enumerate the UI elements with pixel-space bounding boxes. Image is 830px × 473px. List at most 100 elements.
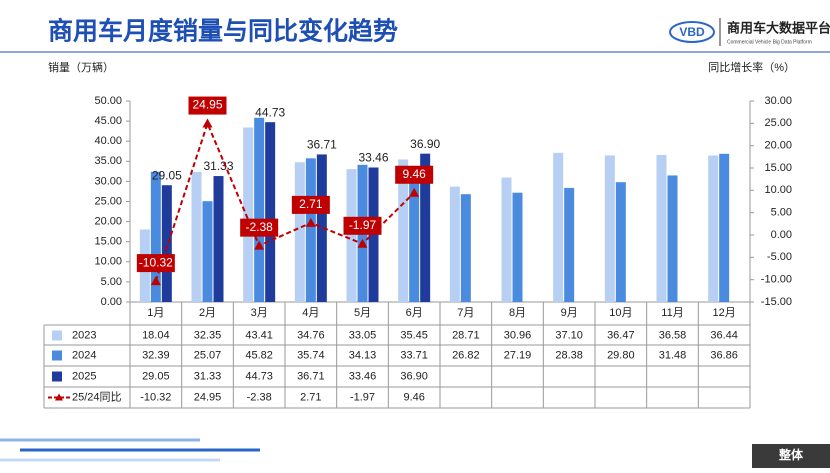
y-tick-label: 35.00 bbox=[94, 155, 122, 167]
line-value-label: -1.97 bbox=[349, 218, 377, 232]
y-tick-label: 30.00 bbox=[94, 175, 122, 187]
table-cell: 9.46 bbox=[403, 391, 424, 403]
y-axis-label: 销量（万辆） bbox=[48, 60, 114, 74]
table-cell: 31.48 bbox=[659, 349, 687, 361]
y2-tick-label: 30.00 bbox=[764, 95, 792, 107]
legend-swatch bbox=[52, 371, 62, 382]
line-marker bbox=[305, 217, 316, 227]
bar bbox=[604, 155, 615, 302]
table-cell: 44.73 bbox=[245, 370, 273, 382]
bar bbox=[409, 166, 420, 302]
line-label-box bbox=[343, 216, 382, 235]
bar bbox=[265, 122, 276, 303]
x-tick-label: 8月 bbox=[509, 307, 526, 319]
y-tick-label: 15.00 bbox=[94, 236, 122, 248]
legend-label: 2025 bbox=[72, 370, 96, 382]
table-cell: 2.71 bbox=[300, 391, 321, 403]
x-tick-label: 6月 bbox=[406, 307, 423, 319]
bar bbox=[449, 186, 460, 302]
bar bbox=[161, 185, 172, 302]
line-value-label: 9.46 bbox=[402, 167, 426, 181]
table-cell: 25.07 bbox=[194, 349, 222, 361]
table-cell: 27.19 bbox=[504, 349, 532, 361]
bar bbox=[667, 175, 678, 302]
x-tick-label: 4月 bbox=[302, 307, 319, 319]
bar bbox=[708, 155, 719, 302]
line-value-label: 24.95 bbox=[192, 98, 222, 112]
table-cell: -2.38 bbox=[247, 391, 272, 403]
legend-swatch bbox=[52, 350, 62, 361]
table-cell: 36.44 bbox=[710, 329, 738, 341]
bar bbox=[564, 187, 575, 302]
table-cell: 32.35 bbox=[194, 329, 222, 341]
bar bbox=[420, 153, 431, 302]
table-cell: 30.96 bbox=[504, 329, 532, 341]
line-value-label: -2.38 bbox=[245, 220, 273, 234]
bar bbox=[553, 152, 564, 302]
legend-marker bbox=[55, 393, 63, 401]
table-cell: 29.05 bbox=[142, 370, 170, 382]
table-cell: 45.82 bbox=[245, 349, 273, 361]
x-tick-label: 3月 bbox=[251, 307, 268, 319]
y-tick-label: 20.00 bbox=[94, 216, 122, 228]
bar bbox=[305, 158, 316, 302]
x-tick-label: 5月 bbox=[354, 307, 371, 319]
bar bbox=[501, 177, 512, 302]
line-value-label: -10.32 bbox=[139, 255, 173, 269]
chart-title: 商用车月度销量与同比变化趋势 bbox=[48, 17, 398, 46]
table-cell: 31.33 bbox=[194, 370, 222, 382]
logo-subtext: Commercial Vehicle Big Data Platform bbox=[727, 39, 812, 45]
legend-label: 2024 bbox=[72, 349, 96, 361]
y-tick-label: 5.00 bbox=[101, 276, 122, 288]
bar bbox=[398, 159, 409, 302]
y2-tick-label: 25.00 bbox=[764, 117, 792, 129]
bar bbox=[150, 171, 161, 302]
line-value-label: 2.71 bbox=[299, 197, 323, 211]
logo-text: 商用车大数据平台 bbox=[727, 20, 830, 35]
y2-tick-label: -15.00 bbox=[761, 296, 792, 308]
bar bbox=[191, 171, 202, 302]
bar-value-label: 31.33 bbox=[203, 159, 233, 173]
table-cell: 34.76 bbox=[297, 329, 325, 341]
bar bbox=[719, 153, 730, 302]
table-cell: 24.95 bbox=[194, 391, 222, 403]
y2-tick-label: 5.00 bbox=[771, 207, 792, 219]
bar-value-label: 44.73 bbox=[255, 105, 285, 119]
line-label-box bbox=[240, 218, 279, 237]
table-cell: 33.71 bbox=[400, 349, 428, 361]
bar bbox=[615, 182, 626, 302]
line-label-box bbox=[291, 195, 330, 214]
y2-tick-label: 20.00 bbox=[764, 140, 792, 152]
x-tick-label: 7月 bbox=[457, 307, 474, 319]
bar bbox=[254, 117, 265, 303]
legend-swatch bbox=[52, 330, 62, 341]
table-cell: 26.82 bbox=[452, 349, 480, 361]
line-marker bbox=[357, 238, 368, 248]
y-tick-label: 50.00 bbox=[94, 95, 122, 107]
bar bbox=[202, 201, 213, 302]
table-cell: 28.71 bbox=[452, 329, 480, 341]
x-tick-label: 2月 bbox=[199, 307, 216, 319]
line-label-box bbox=[136, 254, 175, 273]
table-cell: 36.47 bbox=[607, 329, 635, 341]
table-cell: -1.97 bbox=[350, 391, 375, 403]
table-cell: 35.74 bbox=[297, 349, 325, 361]
table-cell: 28.38 bbox=[555, 349, 583, 361]
y-tick-label: 45.00 bbox=[94, 115, 122, 127]
bar bbox=[346, 169, 357, 302]
footer-tag: 整体 bbox=[778, 447, 804, 462]
table-cell: 36.86 bbox=[710, 349, 738, 361]
bar bbox=[294, 162, 305, 302]
y2-tick-label: 10.00 bbox=[764, 184, 792, 196]
line bbox=[154, 120, 415, 282]
x-tick-label: 9月 bbox=[561, 307, 578, 319]
line-label-box bbox=[395, 165, 434, 184]
table-cell: 35.45 bbox=[400, 329, 428, 341]
x-tick-label: 11月 bbox=[661, 307, 683, 319]
table-cell: 36.90 bbox=[400, 370, 428, 382]
y-tick-label: 40.00 bbox=[94, 135, 122, 147]
table-cell: 43.41 bbox=[245, 329, 273, 341]
line-marker bbox=[202, 118, 213, 128]
x-tick-label: 12月 bbox=[713, 307, 736, 319]
